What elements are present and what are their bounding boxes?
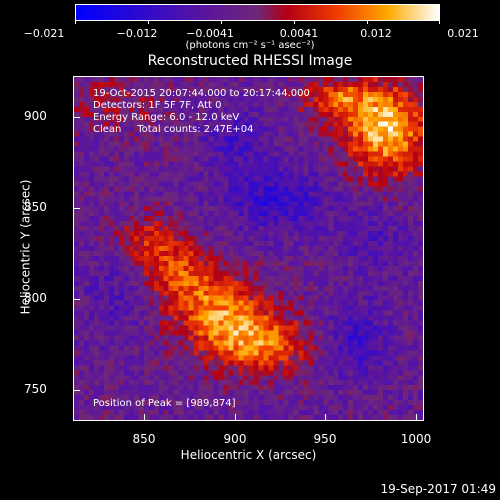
image-plot <box>73 76 424 421</box>
y-tick-label: 750 <box>24 382 47 396</box>
x-tickmark <box>416 414 417 420</box>
colorbar-tick-label: 0.012 <box>360 27 392 40</box>
y-tick-label: 800 <box>24 291 47 305</box>
x-axis-label: Heliocentric X (arcsec) <box>180 448 317 462</box>
colorbar-tick-label: 0.0041 <box>279 27 319 40</box>
colorbar-tickmark <box>148 20 149 24</box>
colorbar-tickmark <box>294 20 295 24</box>
y-tick-label: 850 <box>24 200 47 214</box>
rhessi-image <box>74 77 423 420</box>
info-line-detectors: Detectors: 1F 5F 7F, Att 0 <box>93 100 222 111</box>
info-line-time: 19-Oct-2015 20:07:44.000 to 20:17:44.000 <box>93 88 310 99</box>
y-tick-label: 900 <box>24 109 47 123</box>
info-line-energy: Energy Range: 6.0 - 12.0 keV <box>93 112 240 123</box>
info-line-counts: Clean Total counts: 2.47E+04 <box>93 124 254 135</box>
timestamp-footer: 19-Sep-2017 01:49 <box>380 482 496 496</box>
colorbar-tick-label: 0.021 <box>447 27 479 40</box>
y-tickmark <box>74 117 80 118</box>
colorbar-units: (photons cm⁻² s⁻¹ asec⁻²) <box>185 40 315 51</box>
colorbar-gradient <box>76 5 439 20</box>
x-tick-label: 850 <box>132 432 156 446</box>
colorbar-tickmark <box>439 20 440 24</box>
colorbar-tickmark <box>367 20 368 24</box>
x-tickmark <box>325 414 326 420</box>
x-tick-label: 1000 <box>400 432 432 446</box>
colorbar-tick-label: −0.021 <box>23 27 65 40</box>
y-tickmark <box>74 390 80 391</box>
y-tickmark <box>74 299 80 300</box>
colorbar-tick-label: −0.012 <box>116 27 158 40</box>
colorbar-tickmark <box>221 20 222 24</box>
x-tick-label: 950 <box>313 432 337 446</box>
x-tickmark <box>144 414 145 420</box>
colorbar-tick-label: −0.0041 <box>186 27 234 40</box>
x-tickmark <box>235 414 236 420</box>
peak-position: Position of Peak = [989,874] <box>93 398 236 409</box>
colorbar <box>75 4 440 21</box>
plot-title: Reconstructed RHESSI Image <box>147 53 353 69</box>
colorbar-tickmark <box>75 20 76 24</box>
x-tick-label: 900 <box>223 432 247 446</box>
y-axis-label: Heliocentric Y (arcsec) <box>18 179 33 315</box>
y-tickmark <box>74 208 80 209</box>
